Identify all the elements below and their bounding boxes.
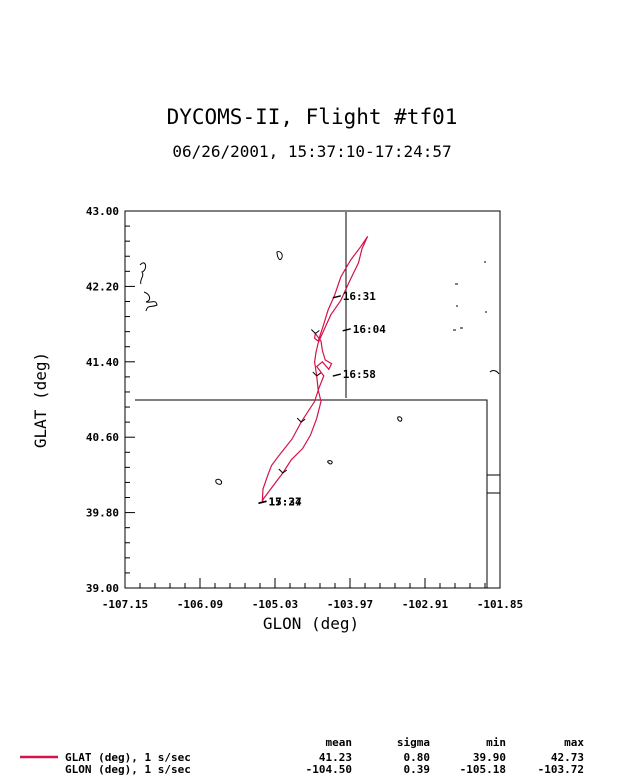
- chart-subtitle: 06/26/2001, 15:37:10-17:24:57: [172, 142, 451, 161]
- x-tick-label: -103.97: [327, 598, 373, 611]
- stats-value: -104.50: [306, 763, 352, 776]
- axis-ticks: [124, 210, 501, 589]
- direction-arrow: [278, 468, 288, 474]
- direction-arrow: [310, 329, 320, 335]
- y-tick-label: 43.00: [86, 205, 119, 218]
- y-tick-label: 42.20: [86, 280, 119, 293]
- stats-value: 42.73: [551, 751, 584, 764]
- x-tick-label: -107.15: [102, 598, 148, 611]
- time-label: 16:04: [353, 323, 386, 336]
- stats-header: min: [486, 736, 506, 749]
- time-label: 16:31: [343, 290, 376, 303]
- time-label: 15:37: [269, 495, 302, 508]
- stats-header: max: [564, 736, 584, 749]
- x-tick-label: -106.09: [177, 598, 223, 611]
- stats-value: -105.18: [460, 763, 506, 776]
- plot-frame: [124, 210, 501, 589]
- y-tick-labels: 39.00 39.80 40.60 41.40 42.20 43.00: [86, 205, 119, 595]
- y-tick-label: 40.60: [86, 431, 119, 444]
- map-background: [135, 212, 500, 588]
- stats-value: 0.80: [404, 751, 431, 764]
- stats-header: mean: [326, 736, 353, 749]
- time-marker: [342, 328, 351, 332]
- stats-table: mean sigma min max GLAT (deg), 1 s/sec 41.23 0…: [20, 736, 584, 776]
- y-tick-label: 41.40: [86, 356, 119, 369]
- chart-title: DYCOMS-II, Flight #tf01: [167, 105, 458, 129]
- stats-value: 0.39: [404, 763, 431, 776]
- series-layer: [261, 236, 369, 502]
- time-label: 16:58: [343, 368, 376, 381]
- direction-arrow: [312, 371, 322, 377]
- x-tick-label: -102.91: [402, 598, 449, 611]
- stats-value: 39.90: [473, 751, 506, 764]
- stats-header: sigma: [397, 736, 430, 749]
- stats-row-label: GLAT (deg), 1 s/sec: [65, 751, 191, 764]
- stats-value: -103.72: [538, 763, 584, 776]
- stats-value: 41.23: [319, 751, 352, 764]
- time-marker: [258, 500, 267, 505]
- stats-row-label: GLON (deg), 1 s/sec: [65, 763, 191, 776]
- x-tick-labels: -107.15 -106.09 -105.03 -103.97 -102.91 -101.…: [102, 598, 523, 611]
- direction-arrow: [296, 417, 306, 423]
- x-tick-label: -105.03: [252, 598, 298, 611]
- x-axis-label: GLON (deg): [263, 614, 359, 633]
- y-tick-label: 39.80: [86, 507, 119, 520]
- flight-track-line: [261, 236, 369, 502]
- time-marker: [332, 295, 341, 299]
- x-tick-label: -101.85: [477, 598, 523, 611]
- time-label: 17:24: [269, 495, 302, 508]
- y-tick-label: 39.00: [86, 582, 119, 595]
- y-axis-label: GLAT (deg): [31, 352, 50, 448]
- time-marker: [332, 373, 341, 377]
